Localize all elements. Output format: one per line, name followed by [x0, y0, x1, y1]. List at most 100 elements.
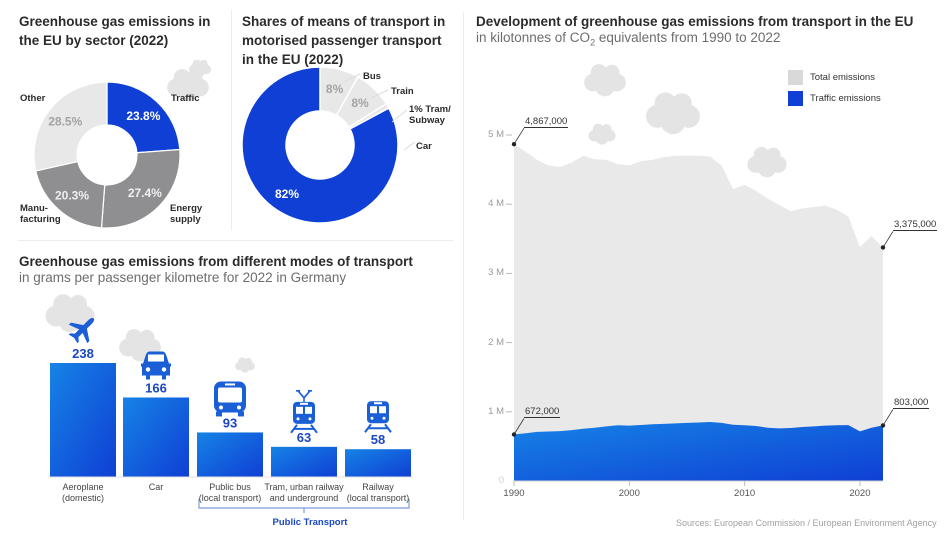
cloud-decoration — [119, 329, 161, 362]
cloud-decoration — [646, 92, 700, 135]
sector-label-traffic: Traffic — [171, 93, 200, 104]
x-tick-label: 2010 — [734, 488, 756, 499]
area-subtitle-post: equivalents from 1990 to 2022 — [595, 30, 781, 45]
bar-value-label: 166 — [145, 380, 167, 395]
public-transport-group-label: Public Transport — [272, 517, 348, 528]
bar-category-label-line: Aeroplane — [62, 482, 104, 492]
cloud-decoration — [588, 123, 616, 145]
bar-category-label-line: (local transport) — [346, 493, 410, 503]
sector-label-energy: Energy supply — [170, 203, 202, 225]
y-tick-label: 2 M — [488, 336, 504, 348]
bar-value-label: 93 — [223, 415, 237, 430]
sector-value-label: 20.3% — [55, 188, 89, 202]
cloud-decoration — [747, 147, 787, 178]
annotation-label: 803,000 — [893, 397, 930, 410]
bar-category-label: Tram, urban railway and underground — [259, 482, 349, 504]
bar-value-label: 58 — [371, 432, 385, 447]
train-icon — [364, 401, 392, 433]
y-tick-label: 0 — [498, 475, 504, 486]
bar-2 — [123, 397, 189, 477]
x-tick-label: 1990 — [503, 488, 525, 499]
traffic-emissions-area — [514, 422, 883, 481]
area-subtitle-pre: in kilotonnes of CO — [476, 30, 591, 45]
total-emissions-area — [514, 144, 883, 481]
cloud-decoration — [235, 357, 255, 373]
annotation-leader — [513, 127, 525, 145]
sector-label-manufacturing-line-2: facturing — [20, 214, 61, 225]
share-label-tram-line-1: 1% Tram/ — [409, 104, 451, 115]
bar-1 — [50, 363, 116, 477]
cloud-decoration — [188, 59, 212, 77]
source-note: Sources: European Commission / European … — [676, 518, 937, 528]
bar-category-label-line: (local transport) — [198, 493, 262, 503]
area-subtitle-sub: 2 — [590, 37, 596, 48]
sector-slice-manufacturing — [35, 160, 106, 229]
modes-chart-title: Greenhouse gas emissions from different … — [19, 254, 413, 269]
sector-slice-traffic — [106, 81, 181, 154]
sector-chart-title-line-2: the EU by sector (2022) — [19, 33, 169, 48]
bar-category-label-line: Car — [148, 482, 164, 492]
sector-label-energy-line-2: supply — [170, 214, 201, 225]
leader-line — [391, 109, 408, 123]
leader-line — [403, 141, 416, 151]
share-label-car: Car — [416, 141, 432, 152]
sector-value-label: 23.8% — [126, 109, 160, 123]
area-chart-subtitle: in kilotonnes of CO2 equivalents from 19… — [476, 29, 780, 52]
sector-label-other: Other — [20, 93, 46, 104]
sector-label-energy-line-1: Energy — [170, 203, 203, 214]
bar-category-label: Public bus (local transport) — [185, 482, 275, 504]
y-tick-label: 4 M — [488, 198, 504, 210]
y-tick-label: 5 M — [488, 129, 504, 140]
transport-share-donut-chart: 8% 8% 82% — [241, 66, 416, 224]
annotation-leader — [513, 418, 525, 435]
bar-category-label-line: Public bus — [209, 482, 251, 492]
share-value-label: 8% — [351, 96, 369, 110]
tram-icon — [290, 390, 318, 434]
area-chart — [506, 64, 894, 486]
vertical-divider-main — [463, 12, 464, 520]
share-label-train: Train — [391, 86, 414, 97]
bar-value-label: 238 — [72, 346, 94, 361]
sector-value-label: 27.4% — [128, 186, 162, 200]
modes-bar-chart: 238 166 93 63 58 — [45, 294, 413, 513]
bar-category-label-line: and underground — [269, 493, 339, 503]
annotation-label: 4,867,000 — [524, 116, 569, 129]
bar-5 — [345, 449, 411, 477]
share-label-tram-line-2: Subway — [409, 115, 445, 126]
legend-swatch-total — [788, 70, 803, 85]
bar-category-label: Railway (local transport) — [333, 482, 423, 504]
annotation-label: 672,000 — [524, 406, 561, 419]
leader-line — [370, 89, 389, 99]
plane-icon — [68, 317, 95, 344]
bar-category-label-line: (domestic) — [61, 493, 104, 503]
public-transport-bracket — [198, 499, 410, 513]
modes-chart-subtitle: in grams per passenger kilometre for 202… — [19, 270, 347, 285]
bar-category-label-line: Tram, urban railway — [264, 482, 344, 492]
transport-share-title: Shares of means of transport in motorise… — [242, 12, 445, 69]
cloud-decoration — [584, 64, 626, 97]
x-tick-label: 2020 — [849, 488, 871, 499]
sector-donut-chart: 23.8% 27.4% 20.3% 28.5% — [33, 59, 212, 229]
sector-chart-title: Greenhouse gas emissions in the EU by se… — [19, 12, 210, 50]
annotation-leader — [882, 409, 894, 426]
transport-share-title-line-3: in the EU (2022) — [242, 52, 344, 67]
sector-label-manufacturing-line-1: Manu- — [20, 203, 48, 214]
transport-share-title-line-2: motorised passenger transport — [242, 33, 442, 48]
sector-value-label: 28.5% — [48, 115, 82, 129]
share-label-tram: 1% Tram/ Subway — [409, 104, 451, 126]
share-value-label: 82% — [275, 187, 299, 201]
share-slice-car — [241, 66, 399, 224]
bus-icon — [214, 381, 246, 417]
legend-label-total: Total emissions — [810, 72, 875, 83]
sector-chart-title-line-1: Greenhouse gas emissions in — [19, 14, 211, 29]
share-label-bus: Bus — [363, 71, 381, 82]
bar-category-label-line: Railway — [362, 482, 394, 492]
legend-swatch-traffic — [788, 91, 803, 106]
y-tick-label: 1 M — [488, 405, 504, 417]
legend-label-traffic: Traffic emissions — [810, 93, 881, 104]
sector-slice-other — [33, 81, 108, 172]
legend-traffic-emissions: Traffic emissions — [788, 91, 881, 106]
bar-category-label: Car — [111, 482, 201, 493]
annotation-label: 3,375,000 — [893, 219, 938, 232]
x-tick-label: 2000 — [618, 488, 640, 499]
